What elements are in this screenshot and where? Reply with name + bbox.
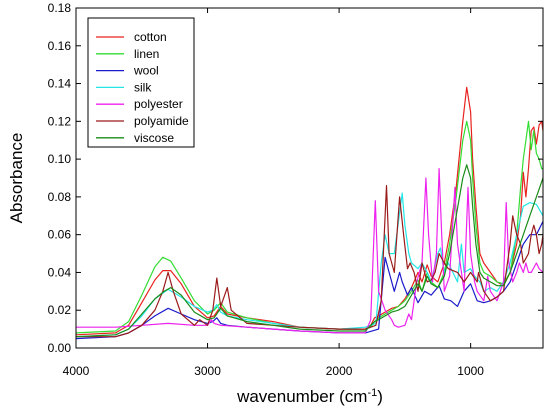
y-axis-title: Absorbance (7, 133, 26, 224)
series-line-polyamide (76, 185, 543, 338)
y-tick-label: 0.12 (48, 114, 72, 128)
y-tick-label: 0.04 (48, 265, 72, 279)
series-line-polyester (76, 168, 543, 334)
x-axis-title: wavenumber (cm-1) (236, 387, 383, 406)
y-tick-label: 0.16 (48, 39, 72, 53)
x-tick-label: 4000 (63, 364, 90, 378)
axes-layer: 0.00 0.02 0.04 0.06 0.08 0.10 0.12 0.14 0.16 0.18… (48, 1, 543, 378)
x-tick-label: 2000 (326, 364, 353, 378)
legend-label-polyamide: polyamide (134, 114, 189, 128)
y-tick-label: 0.10 (48, 152, 72, 166)
series-layer (76, 86, 543, 340)
y-tick-label: 0.18 (48, 1, 72, 15)
plot-frame (75, 7, 544, 349)
series-line-silk (76, 192, 543, 338)
series-line-linen (76, 120, 543, 334)
y-tick-label: 0.00 (48, 341, 72, 355)
x-axis-title-superscript: -1 (367, 387, 377, 399)
legend-box (87, 17, 195, 148)
legend-label-cotton: cotton (134, 30, 167, 44)
legend-label-polyester: polyester (134, 97, 183, 111)
y-tick-label: 0.14 (48, 77, 72, 91)
y-tick-label: 0.06 (48, 228, 72, 242)
y-tick-label: 0.02 (48, 303, 72, 317)
legend-label-viscose: viscose (134, 131, 174, 145)
x-tick-label: 3000 (194, 364, 221, 378)
legend-label-linen: linen (134, 47, 159, 61)
x-tick-label: 1000 (457, 364, 484, 378)
legend-label-wool: wool (133, 64, 159, 78)
legend-label-silk: silk (134, 80, 152, 94)
x-axis-title-end: ) (377, 387, 383, 406)
series-line-viscose (76, 164, 543, 338)
x-axis-title-main: wavenumber (cm (236, 387, 367, 406)
y-tick-label: 0.08 (48, 190, 72, 204)
legend: cotton linen wool silk polyester polyamide vis… (87, 17, 195, 148)
